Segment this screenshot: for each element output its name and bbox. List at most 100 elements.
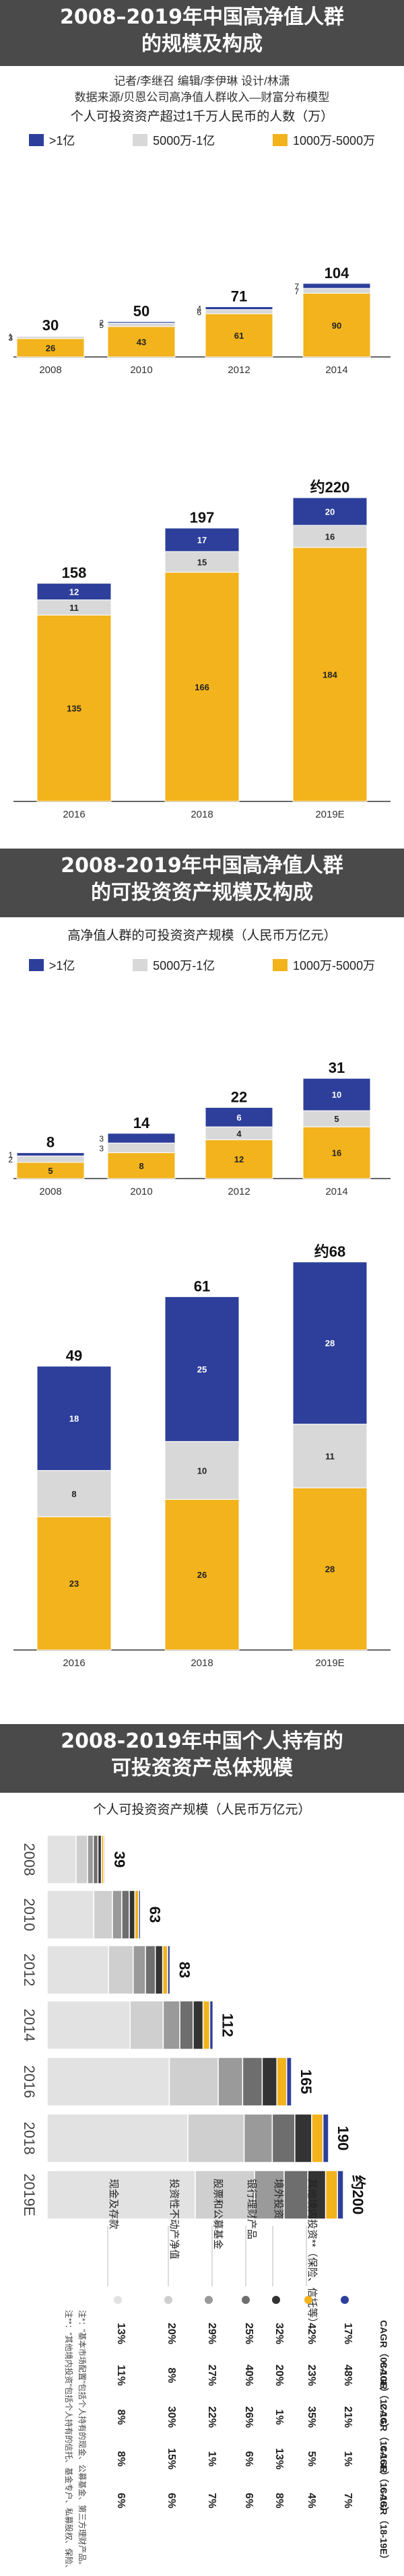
segment-value-label: 11	[325, 1451, 335, 1461]
bar-segment-2019E-1	[292, 525, 368, 548]
cagr-value: 26%	[243, 2406, 255, 2428]
x-tick-label: 2010	[130, 364, 152, 376]
asset-segment-2010-4	[129, 1890, 136, 1940]
bar-segment-2016-0	[36, 1516, 112, 1651]
total-label: 63	[147, 1907, 164, 1923]
bar-total-label: 49	[66, 1348, 82, 1364]
segment-value-label: 5	[99, 321, 104, 330]
cagr-value: 20%	[273, 2365, 285, 2386]
bar-segment-2018-2	[164, 527, 240, 552]
segment-value-label: 61	[234, 331, 244, 341]
segment-value-label: 26	[197, 1570, 207, 1580]
cagr-value: 22%	[206, 2406, 217, 2428]
segment-value-label: 3	[99, 1134, 104, 1144]
segment-value-label: 10	[197, 1465, 207, 1476]
segment-value-label: 20	[325, 507, 335, 517]
legend-swatch-yellow	[273, 959, 288, 971]
bar-segment-2014-2	[302, 283, 371, 289]
asset-segment-2012-6	[167, 1945, 171, 1995]
bar-total-label: 71	[231, 288, 247, 304]
bar-segment-2012-2	[205, 1107, 273, 1127]
asset-segment-2008-2	[87, 1835, 94, 1884]
legend-item-above-100m: >1亿	[28, 956, 75, 974]
segment-value-label: 12	[69, 587, 79, 597]
asset-segment-2012-2	[133, 1945, 146, 1995]
segment-value-label: 4	[236, 1129, 242, 1139]
section3-banner: 2008-2019年中国个人持有的 可投资资产总体规模	[0, 1724, 404, 1793]
bar-segment-2018-1	[164, 551, 240, 573]
cagr-value: 30%	[166, 2406, 177, 2428]
cagr-value: 8%	[273, 2492, 285, 2508]
asset-segment-2010-0	[46, 1890, 95, 1940]
bar-total-label: 61	[194, 1278, 210, 1294]
asset-category-label: 银行理财产品	[246, 2179, 257, 2239]
asset-segment-2008-1	[75, 1835, 88, 1884]
x-tick-label: 2016	[63, 1657, 85, 1669]
cagr-value: 40%	[243, 2365, 255, 2386]
asset-segment-2008-4	[97, 1835, 102, 1884]
cagr-value: 27%	[206, 2365, 217, 2386]
cagr-color-dot	[242, 2296, 250, 2304]
bar-segment-2008-1	[16, 1155, 85, 1163]
asset-segment-2016-1	[168, 2057, 219, 2107]
cagr-value: 8%	[115, 2409, 127, 2424]
legend-label: 1000万-5000万	[293, 959, 376, 972]
segment-value-label: 16	[332, 1148, 341, 1158]
asset-category-label: 投资性不动产净值	[168, 2179, 180, 2259]
asset-segment-2016-6	[285, 2057, 292, 2107]
year-label: 2010	[21, 1898, 38, 1931]
total-label: 约200	[349, 2175, 366, 2215]
asset-segment-2012-3	[145, 1945, 156, 1995]
segment-value-label: 3	[8, 333, 13, 343]
bar-segment-2019E-2	[292, 1261, 368, 1425]
asset-segment-2018-5	[311, 2113, 324, 2163]
cagr-value: 4%	[306, 2492, 317, 2508]
x-tick-label: 2008	[39, 364, 61, 376]
x-tick-label: 2019E	[315, 1657, 344, 1669]
asset-segment-2014-3	[179, 2000, 194, 2050]
segment-value-label: 1	[8, 1150, 13, 1160]
cagr-color-dot	[205, 2296, 213, 2304]
asset-segment-2012-5	[162, 1945, 168, 1995]
chart3-svg: 2008 39 2010 63 2012 83 2014 112 2016 165 2018 190 2…	[21, 1835, 389, 2573]
segment-value-label: 26	[46, 343, 55, 353]
total-label: 39	[111, 1851, 128, 1868]
segment-value-label: 12	[234, 1154, 244, 1164]
asset-category-label: 其他境内投资**（保险、信托等）	[306, 2179, 318, 2328]
cagr-color-dot	[272, 2296, 280, 2304]
segment-value-label: 5	[334, 1114, 339, 1124]
cagr-value: 15%	[166, 2448, 177, 2470]
chart3-subtitle: 个人可投资资产规模（人民币万亿元）	[93, 1803, 311, 1817]
cagr-value: 6%	[166, 2492, 177, 2508]
credits-line: 记者/李继召 编辑/李伊琳 设计/林潇	[114, 75, 290, 88]
cagr-value: 6%	[243, 2451, 255, 2466]
segment-value-label: 28	[325, 1564, 335, 1575]
section3-title-line1: 2008-2019年中国个人持有的	[61, 1729, 343, 1753]
chart1-svg: 2631302008435250201061647120129077104201…	[8, 265, 391, 820]
bar-segment-2019E-0	[292, 547, 368, 802]
cagr-value: 8%	[115, 2451, 127, 2466]
footnote-1: 注*："基本市场配置"包括个人持有的现金、公募基金、第三方理财产品。	[77, 2310, 88, 2569]
chart2-subtitle: 高净值人群的可投资资产规模（人民币万亿元）	[67, 929, 337, 943]
bar-total-label: 30	[42, 317, 59, 334]
x-tick-label: 2019E	[315, 809, 344, 820]
legend-swatch-gray	[133, 959, 148, 971]
legend-label: 5000万-1亿	[153, 959, 215, 972]
segment-value-label: 15	[197, 557, 207, 567]
bar-total-label: 158	[62, 564, 87, 581]
legend-label: 1000万-5000万	[293, 134, 376, 147]
section3-title-line2: 可投资资产总体规模	[111, 1756, 293, 1780]
asset-segment-2014-0	[46, 2000, 131, 2050]
cagr-value: 5%	[306, 2451, 317, 2466]
segment-value-label: 43	[137, 337, 146, 347]
asset-segment-2019E-3	[283, 2170, 308, 2220]
asset-segment-2010-5	[134, 1890, 139, 1940]
chart2-legend: >1亿 5000万-1亿 1000万-5000万	[0, 956, 404, 974]
segment-value-label: 25	[197, 1364, 207, 1375]
legend-swatch-blue	[28, 959, 44, 971]
asset-segment-2019E-1	[195, 2170, 255, 2220]
cagr-value: 1%	[273, 2409, 285, 2424]
bar-segment-2018-1	[164, 1441, 240, 1500]
total-label: 190	[335, 2126, 351, 2151]
cagr-value: 23%	[306, 2365, 317, 2386]
